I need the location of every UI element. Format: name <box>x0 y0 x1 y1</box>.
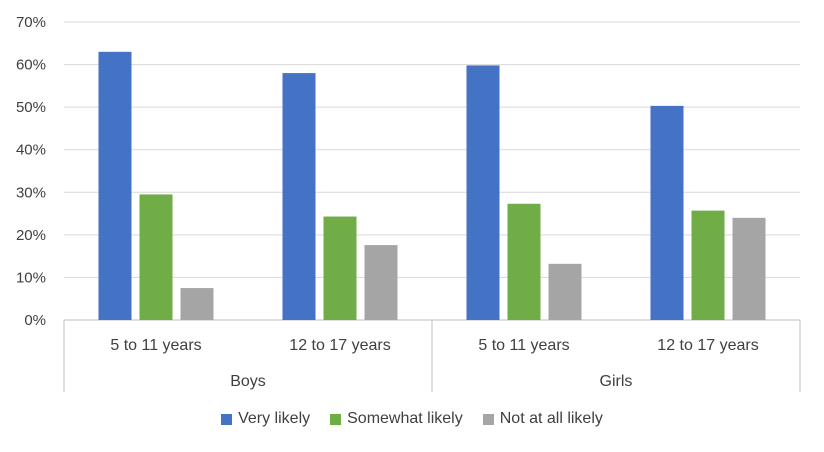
x-category-label: 12 to 17 years <box>289 337 390 354</box>
legend-swatch-very-likely <box>221 413 233 425</box>
bar <box>98 51 132 321</box>
y-tick-label: 10% <box>16 269 46 286</box>
y-tick-label: 70% <box>16 14 46 31</box>
legend-label-not-at-all-likely: Not at all likely <box>499 410 603 427</box>
legend-item-very-likely: Very likely <box>221 410 310 428</box>
bar <box>282 73 316 320</box>
x-category-label: 5 to 11 years <box>110 337 201 354</box>
bar <box>466 65 500 321</box>
y-tick-label: 0% <box>24 312 46 329</box>
y-tick-label: 50% <box>16 99 46 116</box>
legend-item-somewhat-likely: Somewhat likely <box>330 410 463 428</box>
bar <box>650 105 684 320</box>
x-category-label: 5 to 11 years <box>478 337 569 354</box>
chart-legend: Very likely Somewhat likely Not at all l… <box>0 406 824 432</box>
group-label: Boys <box>230 373 266 390</box>
legend-item-not-at-all-likely: Not at all likely <box>482 410 603 428</box>
bar <box>732 217 766 320</box>
y-tick-label: 30% <box>16 184 46 201</box>
x-category-label: 12 to 17 years <box>657 337 758 354</box>
bar <box>180 288 214 320</box>
legend-swatch-somewhat-likely <box>330 413 342 425</box>
legend-label-very-likely: Very likely <box>238 410 311 427</box>
legend-label-somewhat-likely: Somewhat likely <box>347 410 463 427</box>
bar <box>507 203 541 320</box>
legend-swatch-not-at-all-likely <box>482 413 494 425</box>
bar <box>139 194 173 320</box>
bar <box>548 263 582 320</box>
bar <box>323 216 357 320</box>
group-label: Girls <box>600 373 633 390</box>
y-tick-label: 40% <box>16 142 46 159</box>
y-tick-label: 60% <box>16 57 46 74</box>
y-tick-label: 20% <box>16 227 46 244</box>
bar <box>691 210 725 320</box>
bar <box>364 245 398 320</box>
